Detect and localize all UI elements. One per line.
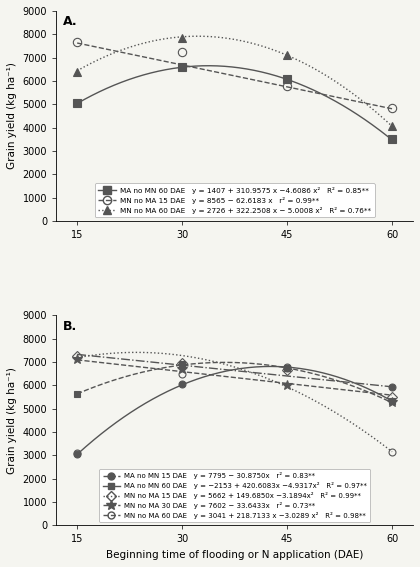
Legend: MA no MN 15 DAE   y = 7795 − 30.8750x   r² = 0.83**, MA no MN 60 DAE   y = −2153: MA no MN 15 DAE y = 7795 − 30.8750x r² =… (99, 469, 370, 522)
Y-axis label: Grain yield (kg ha⁻¹): Grain yield (kg ha⁻¹) (7, 367, 17, 474)
Y-axis label: Grain yield (kg ha⁻¹): Grain yield (kg ha⁻¹) (7, 62, 17, 170)
Text: B.: B. (63, 320, 78, 333)
Text: A.: A. (63, 15, 78, 28)
Legend: MA no MN 60 DAE   y = 1407 + 310.9575 x −4.6086 x²   R² = 0.85**, MN no MA 15 DA: MA no MN 60 DAE y = 1407 + 310.9575 x −4… (94, 183, 375, 217)
X-axis label: Beginning time of flooding or N application (DAE): Beginning time of flooding or N applicat… (106, 550, 363, 560)
